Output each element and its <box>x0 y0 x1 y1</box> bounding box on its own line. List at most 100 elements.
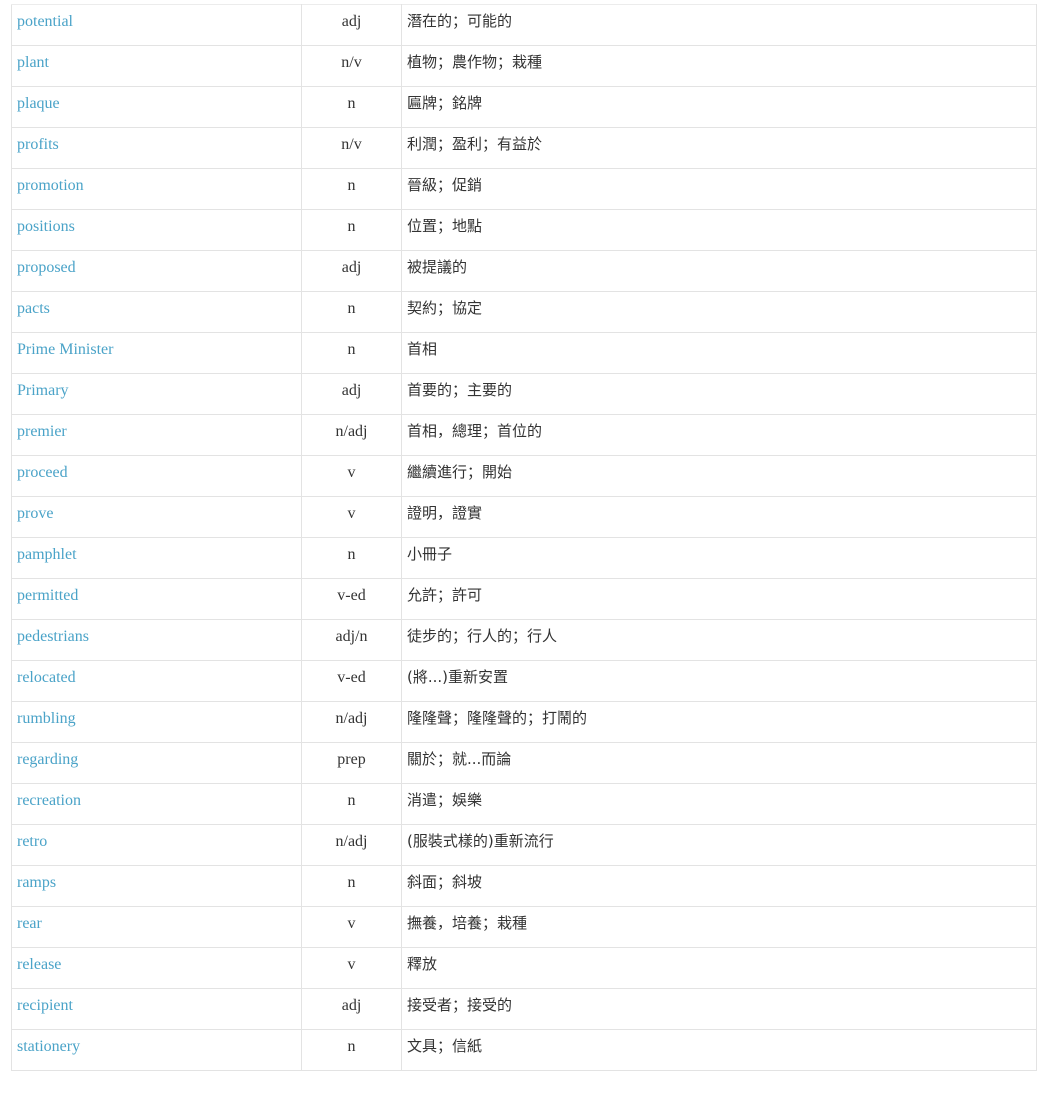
pos-cell: n <box>301 209 402 251</box>
meaning-text: 繼續進行；開始 <box>407 463 513 481</box>
word-link[interactable]: permitted <box>17 587 79 604</box>
word-link[interactable]: potential <box>17 13 73 30</box>
meaning-cell: 允許；許可 <box>401 578 1037 620</box>
meaning-text: 允許；許可 <box>407 586 483 604</box>
table-row: prove v 證明，證實 <box>11 496 1037 538</box>
word-link[interactable]: plant <box>17 54 49 71</box>
table-row: Primary adj 首要的；主要的 <box>11 373 1037 415</box>
word-cell: ramps <box>11 865 302 907</box>
word-link[interactable]: rumbling <box>17 710 76 727</box>
word-link[interactable]: pamphlet <box>17 546 77 563</box>
meaning-cell: 契約；協定 <box>401 291 1037 333</box>
pos-cell: n/v <box>301 45 402 87</box>
word-cell: Prime Minister <box>11 332 302 374</box>
word-link[interactable]: regarding <box>17 751 79 768</box>
word-link[interactable]: stationery <box>17 1038 81 1055</box>
word-cell: plaque <box>11 86 302 128</box>
meaning-cell: 文具；信紙 <box>401 1029 1037 1071</box>
pos-cell: n/adj <box>301 824 402 866</box>
pos-cell: n <box>301 86 402 128</box>
table-row: ramps n 斜面；斜坡 <box>11 865 1037 907</box>
part-of-speech: v <box>347 464 356 481</box>
table-row: rear v 撫養，培養；栽種 <box>11 906 1037 948</box>
word-link[interactable]: ramps <box>17 874 57 891</box>
pos-cell: n <box>301 291 402 333</box>
part-of-speech: n <box>347 177 356 194</box>
pos-cell: n <box>301 783 402 825</box>
word-link[interactable]: relocated <box>17 669 76 686</box>
meaning-text: 徒步的；行人的；行人 <box>407 627 558 645</box>
word-cell: proceed <box>11 455 302 497</box>
word-link[interactable]: positions <box>17 218 75 235</box>
word-cell: positions <box>11 209 302 251</box>
part-of-speech: v <box>347 915 356 932</box>
word-cell: promotion <box>11 168 302 210</box>
pos-cell: n/adj <box>301 414 402 456</box>
word-link[interactable]: premier <box>17 423 67 440</box>
meaning-text: 釋放 <box>407 955 438 973</box>
pos-cell: n/v <box>301 127 402 169</box>
part-of-speech: n <box>347 546 356 563</box>
part-of-speech: n <box>347 341 356 358</box>
word-link[interactable]: prove <box>17 505 54 522</box>
table-row: positions n 位置；地點 <box>11 209 1037 251</box>
word-cell: regarding <box>11 742 302 784</box>
word-cell: rear <box>11 906 302 948</box>
table-row: pedestrians adj/n 徒步的；行人的；行人 <box>11 619 1037 661</box>
part-of-speech: v <box>347 956 356 973</box>
word-link[interactable]: profits <box>17 136 59 153</box>
pos-cell: n <box>301 865 402 907</box>
meaning-text: 文具；信紙 <box>407 1037 483 1055</box>
pos-cell: n <box>301 332 402 374</box>
word-link[interactable]: Primary <box>17 382 69 399</box>
word-cell: proposed <box>11 250 302 292</box>
meaning-cell: 消遣；娛樂 <box>401 783 1037 825</box>
table-row: recipient adj 接受者；接受的 <box>11 988 1037 1030</box>
part-of-speech: adj <box>341 259 362 276</box>
word-link[interactable]: rear <box>17 915 42 932</box>
table-row: premier n/adj 首相，總理；首位的 <box>11 414 1037 456</box>
meaning-cell: 小冊子 <box>401 537 1037 579</box>
table-row: profits n/v 利潤；盈利；有益於 <box>11 127 1037 169</box>
part-of-speech: adj <box>341 382 362 399</box>
word-link[interactable]: recreation <box>17 792 81 809</box>
part-of-speech: n <box>347 218 356 235</box>
pos-cell: n <box>301 168 402 210</box>
table-row: promotion n 晉級；促銷 <box>11 168 1037 210</box>
meaning-text: 首相，總理；首位的 <box>407 422 543 440</box>
part-of-speech: n/v <box>341 54 362 71</box>
word-link[interactable]: recipient <box>17 997 73 1014</box>
word-cell: retro <box>11 824 302 866</box>
meaning-cell: 接受者；接受的 <box>401 988 1037 1030</box>
table-row: release v 釋放 <box>11 947 1037 989</box>
part-of-speech: n <box>347 300 356 317</box>
word-link[interactable]: proposed <box>17 259 76 276</box>
pos-cell: adj/n <box>301 619 402 661</box>
part-of-speech: n/v <box>341 136 362 153</box>
meaning-text: (將...)重新安置 <box>407 668 509 686</box>
meaning-cell: 隆隆聲；隆隆聲的；打鬧的 <box>401 701 1037 743</box>
meaning-cell: 首相 <box>401 332 1037 374</box>
pos-cell: adj <box>301 988 402 1030</box>
word-cell: pacts <box>11 291 302 333</box>
word-link[interactable]: release <box>17 956 62 973</box>
word-link[interactable]: pacts <box>17 300 50 317</box>
meaning-text: 接受者；接受的 <box>407 996 513 1014</box>
pos-cell: n <box>301 1029 402 1071</box>
word-link[interactable]: promotion <box>17 177 84 194</box>
meaning-text: 首相 <box>407 340 438 358</box>
word-link[interactable]: retro <box>17 833 48 850</box>
word-link[interactable]: proceed <box>17 464 68 481</box>
meaning-cell: 斜面；斜坡 <box>401 865 1037 907</box>
pos-cell: adj <box>301 250 402 292</box>
word-link[interactable]: Prime Minister <box>17 341 114 358</box>
word-link[interactable]: pedestrians <box>17 628 89 645</box>
word-link[interactable]: plaque <box>17 95 60 112</box>
word-cell: release <box>11 947 302 989</box>
pos-cell: v <box>301 496 402 538</box>
word-cell: potential <box>11 4 302 46</box>
part-of-speech: n <box>347 792 356 809</box>
table-row: proceed v 繼續進行；開始 <box>11 455 1037 497</box>
table-row: relocated v-ed (將...)重新安置 <box>11 660 1037 702</box>
part-of-speech: v-ed <box>337 587 366 604</box>
